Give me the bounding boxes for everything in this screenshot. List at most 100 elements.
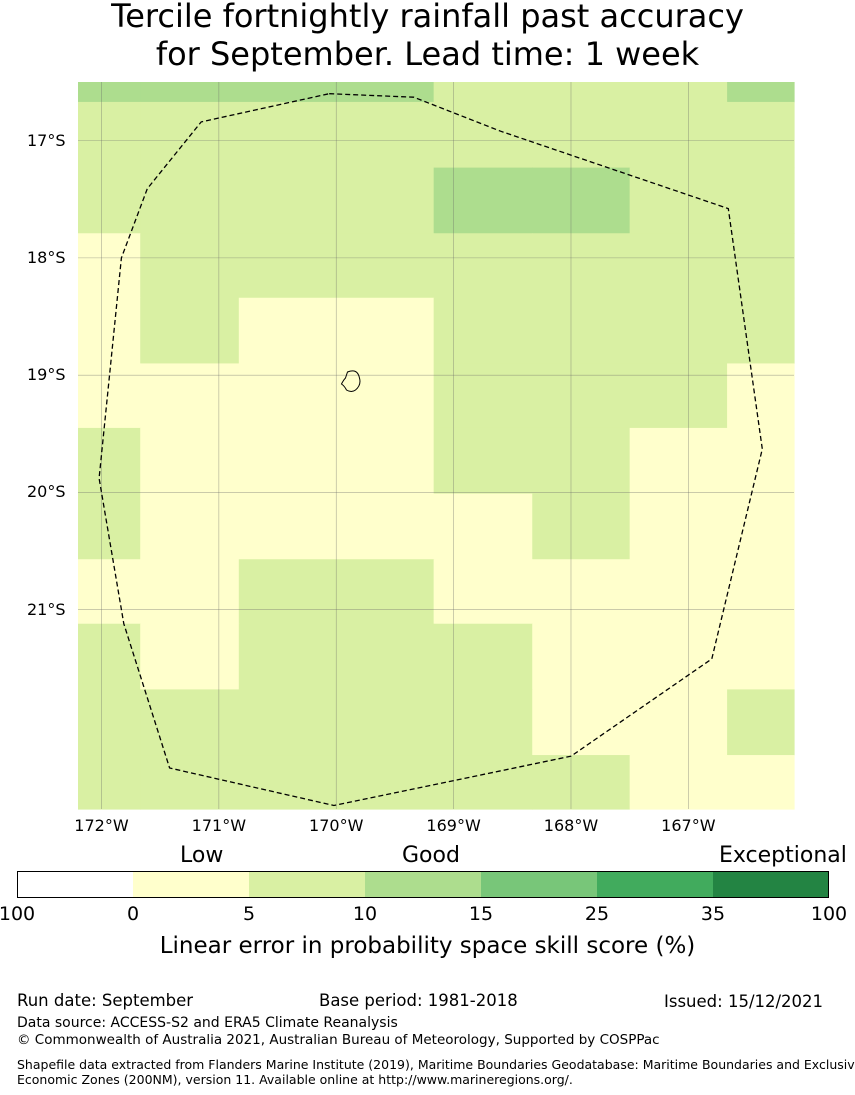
skill-cell (629, 755, 728, 810)
latitude-label: 20°S (27, 482, 66, 502)
skill-cell (532, 559, 631, 625)
skill-cell (433, 101, 533, 169)
colorbar-tick-label: 0 (126, 903, 140, 925)
colorbar-tick-label: 5 (242, 903, 256, 925)
colorbar-segment (597, 871, 713, 897)
skill-cell (433, 297, 533, 365)
colorbar-category-label: Low (180, 843, 224, 868)
colorbar-segment (365, 871, 481, 897)
skill-cell (238, 82, 435, 103)
island-outline: Niue (340, 370, 361, 393)
skill-cell (629, 363, 728, 429)
skill-cell (629, 493, 728, 560)
skill-cell (727, 297, 795, 365)
colorbar-category-label: Good (402, 843, 460, 868)
shapefile-credit-line2: Economic Zones (200NM), version 11. Avai… (17, 1072, 573, 1087)
skill-cell (78, 297, 141, 365)
skill-cell (727, 689, 795, 756)
skill-cell (532, 427, 631, 495)
skill-cell (532, 493, 631, 560)
skill-cell (532, 297, 631, 365)
colorbar-segment (481, 871, 597, 897)
skill-cell (433, 82, 533, 103)
skill-cell (238, 427, 435, 495)
longitude-label: 167°W (661, 816, 716, 835)
colorbar-category-label: Exceptional (719, 843, 847, 868)
colorbar-tick-label: 35 (700, 903, 726, 925)
skill-cell (238, 493, 435, 560)
skill-cell (532, 689, 631, 756)
skill-cell (78, 167, 141, 234)
skill-cell (78, 82, 141, 103)
skill-cell (140, 755, 240, 810)
latitude-label: 19°S (27, 365, 66, 385)
skill-cell (629, 427, 728, 495)
skill-cell (433, 493, 533, 560)
skill-cell (78, 233, 141, 299)
colorbar-tick-label: 25 (584, 903, 610, 925)
skill-cell (727, 167, 795, 234)
skill-cell (78, 689, 141, 756)
skill-cell (78, 755, 141, 810)
skill-cell (238, 623, 435, 690)
skill-cells (78, 82, 795, 810)
colorbar-segment (249, 871, 365, 897)
skill-cell (238, 233, 435, 299)
skill-cell (629, 82, 728, 103)
skill-cell (140, 623, 240, 690)
colorbar-tick-label: 15 (468, 903, 494, 925)
latitude-label: 18°S (27, 247, 66, 267)
skill-cell (629, 623, 728, 690)
skill-cell (727, 623, 795, 690)
longitude-label: 168°W (543, 816, 599, 835)
skill-cell (727, 233, 795, 299)
skill-cell (140, 427, 240, 495)
skill-cell (433, 755, 533, 810)
skill-cell (140, 82, 240, 103)
gridlines (78, 82, 794, 809)
skill-cell (532, 755, 631, 810)
longitude-label: 169°W (426, 816, 481, 835)
skill-cell (433, 363, 533, 429)
eez-boundary (98, 93, 763, 807)
skill-cell (78, 427, 141, 495)
skill-cell (629, 167, 728, 234)
colorbar-tick-label: 100 (0, 903, 36, 925)
skill-cell (433, 559, 533, 625)
colorbar-frame (17, 871, 829, 898)
chart-title-line1: Tercile fortnightly rainfall past accura… (111, 0, 744, 35)
skill-cell (78, 101, 141, 169)
skill-cell (727, 82, 795, 103)
skill-cell (727, 493, 795, 560)
longitude-label: 171°W (191, 816, 247, 835)
skill-cell (433, 167, 533, 234)
skill-cell (727, 559, 795, 625)
skill-cell (532, 363, 631, 429)
skill-cell (140, 559, 240, 625)
colorbar-tick-label: 100 (810, 903, 848, 925)
skill-map: Niue (78, 82, 795, 810)
run-date: Run date: September (17, 991, 194, 1010)
skill-cell (532, 101, 631, 169)
data-source: Data source: ACCESS-S2 and ERA5 Climate … (17, 1015, 398, 1031)
latitude-label: 17°S (27, 130, 66, 150)
skill-cell (238, 689, 435, 756)
skill-cell (629, 297, 728, 365)
latitude-label: 21°S (27, 599, 66, 619)
skill-cell (238, 363, 435, 429)
skill-cell (238, 297, 435, 365)
copyright: © Commonwealth of Australia 2021, Austra… (17, 1032, 660, 1048)
base-period: Base period: 1981-2018 (319, 991, 518, 1010)
skill-cell (78, 623, 141, 690)
colorbar-segment (133, 871, 249, 897)
skill-cell (433, 623, 533, 690)
chart-title-line2: for September. Lead time: 1 week (155, 35, 700, 73)
issued-date: Issued: 15/12/2021 (664, 992, 824, 1011)
skill-cell (140, 363, 240, 429)
skill-cell (532, 623, 631, 690)
skill-cell (140, 689, 240, 756)
skill-cell (532, 82, 631, 103)
shapefile-credit-line1: Shapefile data extracted from Flanders M… (17, 1057, 855, 1072)
skill-cell (629, 689, 728, 756)
longitude-label: 172°W (74, 816, 129, 835)
